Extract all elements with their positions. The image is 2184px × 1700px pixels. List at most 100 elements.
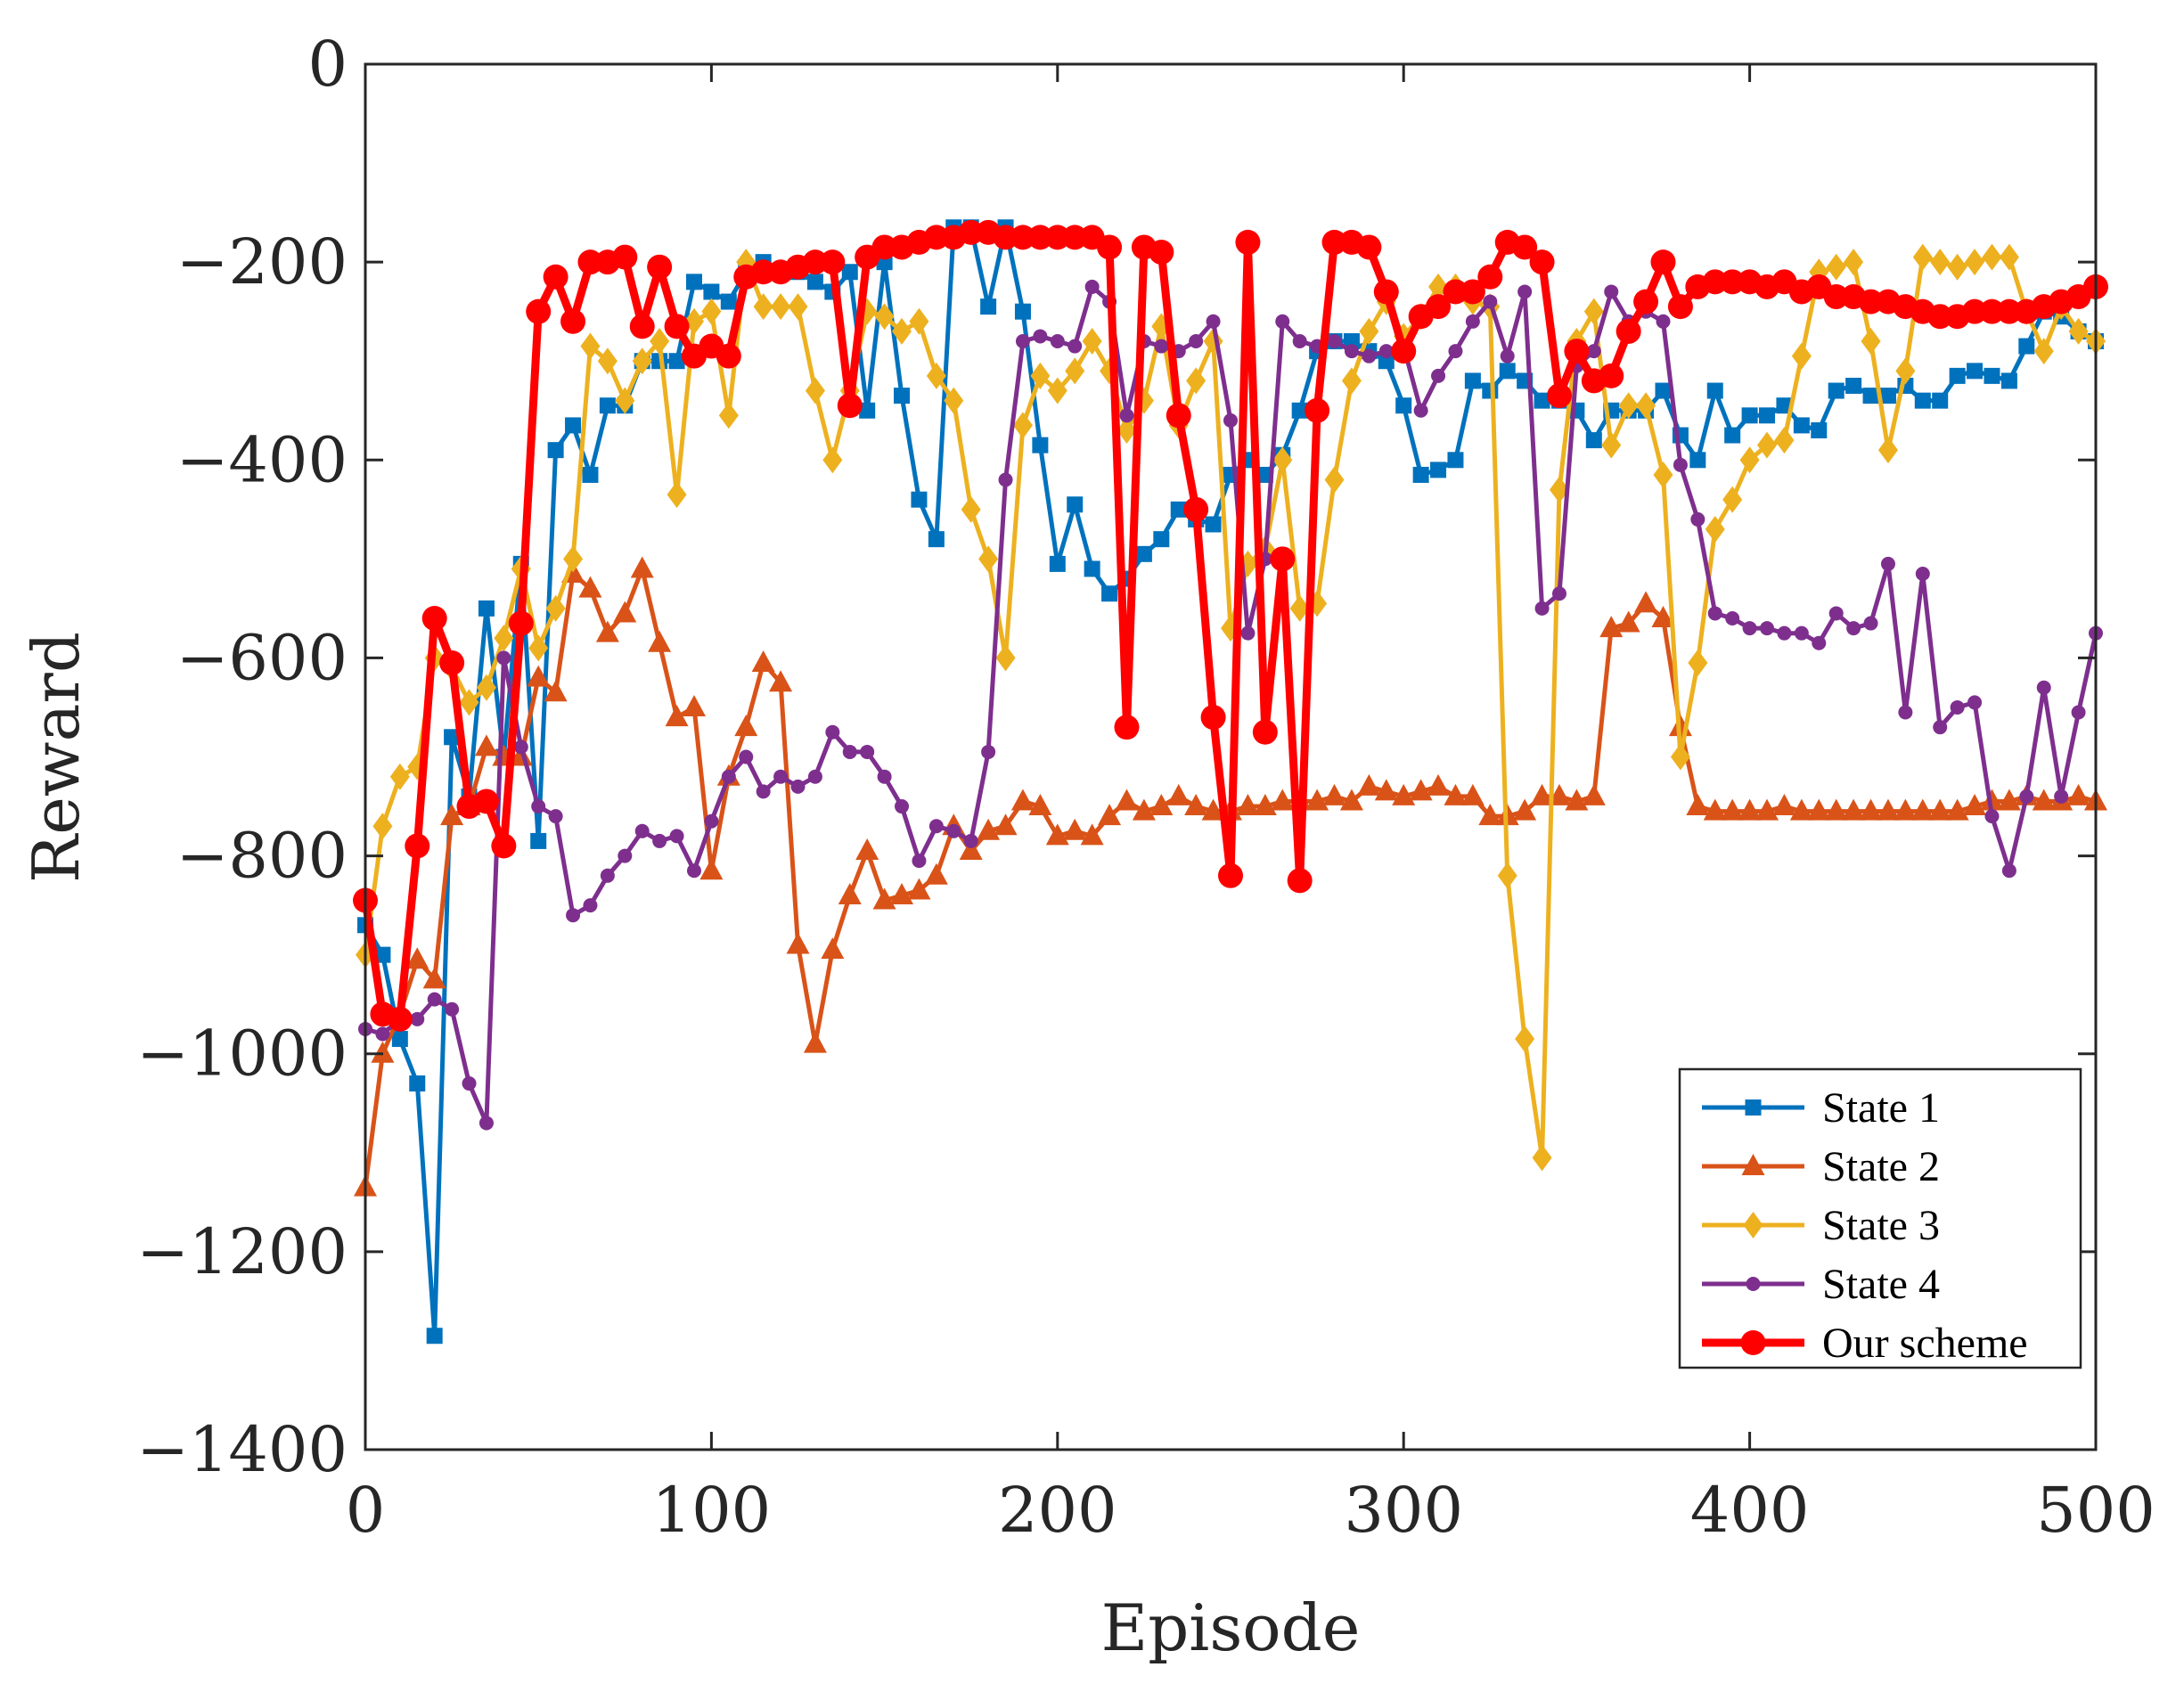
state-4-point-28	[842, 744, 857, 759]
y-tick-label-7: −1400	[136, 1413, 348, 1486]
state-3-point-17	[650, 328, 670, 355]
state-4-point-41	[1067, 339, 1083, 354]
state-1-point-21	[720, 293, 737, 310]
our-scheme-point-91	[1927, 304, 1953, 330]
state-2-point-81	[1755, 798, 1779, 821]
state-4-point-76	[1673, 457, 1688, 472]
state-3-point-8	[494, 625, 514, 652]
axis-ticks-group	[364, 62, 2098, 1451]
state-4-point-75	[1656, 314, 1671, 329]
state-1-point-96	[2018, 338, 2035, 355]
state-2-point-52	[1253, 794, 1277, 816]
state-4-point-62	[1431, 368, 1446, 383]
state-3-point-77	[1688, 649, 1708, 676]
state-3-point-37	[995, 644, 1016, 672]
state-3-point-66	[1497, 862, 1517, 889]
our-scheme-point-87	[1858, 289, 1884, 315]
state-2-point-57	[1339, 789, 1363, 811]
our-scheme-point-94	[1979, 298, 2005, 324]
state-4-point-14	[600, 868, 615, 883]
state-4-point-24	[773, 769, 789, 784]
legend: State 1 State 2 State 3 State 4 Our scheme	[1678, 1067, 2082, 1369]
state-4-point-89	[1898, 705, 1913, 720]
state-3-point-68	[1532, 1144, 1552, 1172]
state-2-point-16	[630, 556, 654, 578]
state-2-point-46	[1149, 794, 1174, 816]
state-4-point-82	[1777, 625, 1792, 641]
y-tick-label-1: −200	[176, 225, 348, 298]
state-4-point-12	[566, 908, 581, 923]
axis-tick-labels-group: 0 100 200 300 400 500 0 −200 −400 −600 −800 −1000 −1…	[136, 28, 2155, 1547]
state-4-point-39	[1033, 329, 1048, 344]
our-scheme-point-16	[629, 314, 655, 339]
state-4-point-58	[1362, 348, 1377, 364]
our-scheme-point-68	[1529, 249, 1555, 275]
state-3-point-25	[788, 293, 808, 321]
state-4-point-5	[445, 1001, 460, 1017]
state-4-point-64	[1465, 314, 1480, 329]
state-1-point-45	[1135, 545, 1152, 562]
our-scheme-point-72	[1599, 363, 1624, 388]
state-1-point-12	[565, 417, 582, 434]
state-2-point-82	[1772, 794, 1796, 816]
state-2-point-94	[1980, 789, 2004, 811]
state-2-point-86	[1842, 798, 1866, 821]
state-4-point-81	[1760, 621, 1775, 636]
state-4-point-61	[1413, 403, 1428, 418]
state-3-point-62	[1428, 273, 1449, 300]
state-3-point-85	[1826, 253, 1846, 281]
our-scheme-point-13	[577, 249, 603, 275]
state-2-point-73	[1616, 610, 1640, 633]
state-4-point-21	[721, 769, 736, 784]
state-3-point-99	[2068, 317, 2089, 345]
state-2-point-53	[1271, 789, 1295, 811]
our-scheme-point-76	[1667, 294, 1693, 320]
state-4-point-34	[946, 823, 961, 838]
legend-state-3-point-0	[1743, 1212, 1763, 1238]
state-4-point-80	[1742, 621, 1757, 636]
x-tick-label-100: 100	[652, 1474, 772, 1547]
state-1-point-83	[1793, 417, 1810, 434]
state-4-point-25	[790, 779, 806, 794]
y-tick-label-3: −600	[176, 621, 348, 694]
our-scheme-point-15	[612, 244, 638, 270]
our-scheme-point-75	[1650, 249, 1676, 275]
legend-box	[1678, 1067, 2082, 1369]
state-4-point-1	[375, 1026, 390, 1042]
state-2-point-44	[1115, 789, 1139, 811]
state-2-point-56	[1322, 783, 1346, 805]
state-2-point-42	[1080, 823, 1104, 846]
state-3-point-13	[580, 332, 601, 360]
state-4-point-31	[895, 799, 910, 814]
state-1-point-43	[1101, 585, 1118, 602]
state-1-point-29	[859, 402, 876, 419]
state-4-point-71	[1586, 344, 1601, 359]
our-scheme-point-39	[1027, 225, 1053, 250]
legend-state-1-point-0	[1745, 1099, 1762, 1116]
state-2-point-23	[751, 650, 775, 672]
state-4-point-88	[1880, 556, 1895, 571]
legend-our-scheme-point-0	[1740, 1330, 1766, 1355]
our-scheme-point-33	[923, 225, 949, 250]
our-scheme-point-35	[958, 219, 984, 245]
state-4-point-23	[756, 784, 771, 799]
state-2-point-83	[1789, 798, 1813, 821]
state-4-point-22	[739, 749, 754, 764]
state-4-point-93	[1967, 695, 1983, 710]
state-4-point-85	[1828, 606, 1844, 621]
our-scheme-point-40	[1044, 225, 1070, 250]
state-2-point-67	[1513, 798, 1537, 821]
our-scheme-point-4	[421, 606, 447, 631]
state-1-point-14	[599, 397, 616, 414]
state-1-point-10	[530, 832, 547, 849]
state-4-point-33	[928, 819, 944, 834]
state-2-point-38	[1010, 789, 1035, 811]
state-1-point-66	[1499, 363, 1516, 380]
state-2-point-55	[1305, 789, 1329, 811]
state-3-point-90	[1912, 243, 1933, 271]
legend-entry-our-scheme: Our scheme	[1702, 1320, 2028, 1367]
state-2-point-24	[769, 670, 793, 692]
state-4-point-42	[1084, 279, 1100, 294]
state-4-point-15	[618, 848, 633, 863]
